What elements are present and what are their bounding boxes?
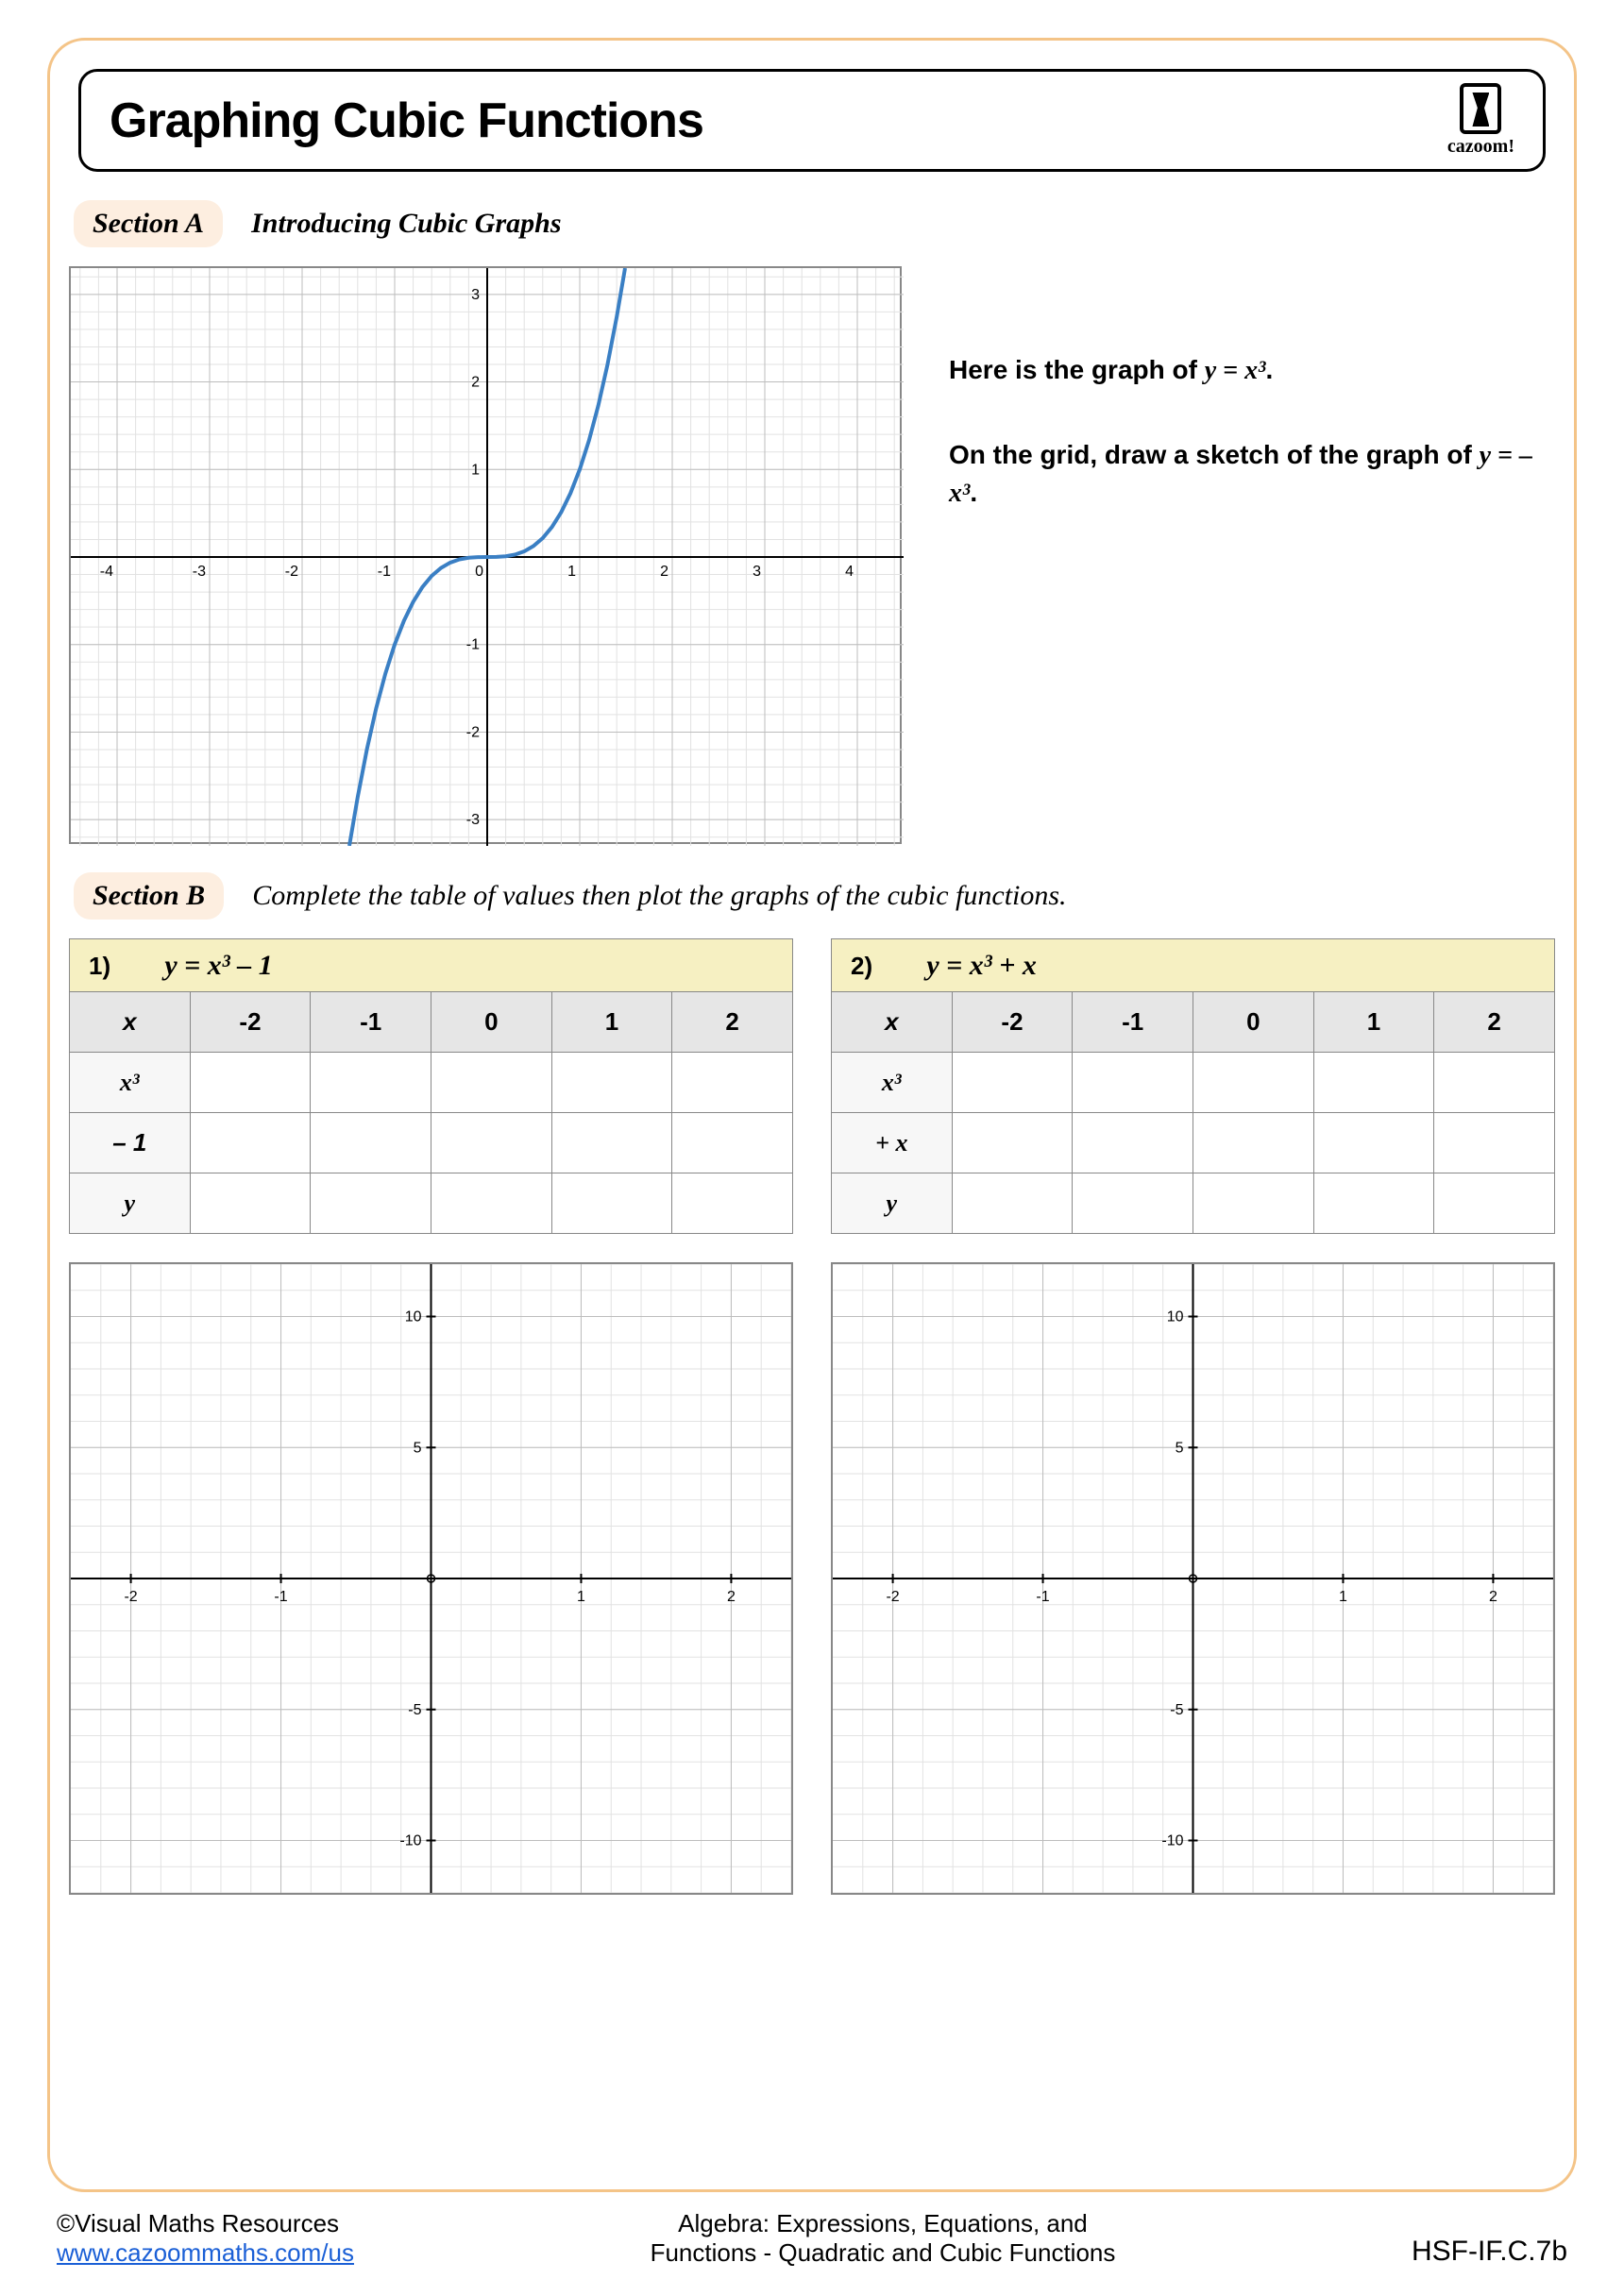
svg-text:2: 2 <box>471 375 480 391</box>
main-graph: -4 -3 -2 -1 0 1 2 3 4 -3 -2 -1 1 2 3 <box>69 266 902 844</box>
table-row: + x <box>832 1113 1555 1173</box>
small-graph-1-svg: -2 -1 1 2 -10 -5 5 10 <box>71 1264 791 1893</box>
svg-text:-3: -3 <box>466 812 480 828</box>
svg-text:-10: -10 <box>399 1833 421 1849</box>
problem-1: 1) y = x³ – 1 x -2 -1 0 1 2 x³ – 1 y -2-… <box>69 938 793 1895</box>
svg-text:-2: -2 <box>886 1589 899 1605</box>
table-row: x³ <box>70 1053 793 1113</box>
page-title: Graphing Cubic Functions <box>110 93 703 149</box>
svg-text:-2: -2 <box>466 724 480 740</box>
footer-code: HSF-IF.C.7b <box>1412 2236 1567 2268</box>
footer-link[interactable]: www.cazoommaths.com/us <box>57 2238 354 2267</box>
svg-text:1: 1 <box>1339 1589 1347 1605</box>
logo-icon <box>1460 83 1501 134</box>
page-border: Graphing Cubic Functions cazoom! Section… <box>47 38 1577 2192</box>
table-2-equation: 2) y = x³ + x <box>832 939 1555 992</box>
svg-text:5: 5 <box>414 1440 422 1456</box>
small-graph-2-svg: -2 -1 1 2 -10 -5 5 10 <box>833 1264 1553 1893</box>
table-row: y <box>832 1173 1555 1234</box>
svg-text:-1: -1 <box>378 564 391 580</box>
svg-text:-10: -10 <box>1161 1833 1183 1849</box>
instruction-1: Here is the graph of y = x³. <box>949 351 1555 389</box>
footer: ©Visual Maths Resources www.cazoommaths.… <box>57 2209 1567 2268</box>
section-a-label: Section A <box>74 200 223 247</box>
section-b-title: Complete the table of values then plot t… <box>252 880 1066 912</box>
footer-left: ©Visual Maths Resources www.cazoommaths.… <box>57 2209 354 2268</box>
svg-text:1: 1 <box>577 1589 585 1605</box>
svg-text:3: 3 <box>753 564 761 580</box>
svg-text:-2: -2 <box>124 1589 137 1605</box>
table-1-header: x -2 -1 0 1 2 <box>70 992 793 1053</box>
section-b-row: 1) y = x³ – 1 x -2 -1 0 1 2 x³ – 1 y -2-… <box>69 938 1555 1895</box>
svg-text:1: 1 <box>567 564 576 580</box>
table-2-header: x -2 -1 0 1 2 <box>832 992 1555 1053</box>
logo-text: cazoom! <box>1447 136 1514 158</box>
svg-text:-1: -1 <box>466 637 480 653</box>
table-row: x³ <box>832 1053 1555 1113</box>
copyright-text: ©Visual Maths Resources <box>57 2209 354 2238</box>
section-a-header: Section A Introducing Cubic Graphs <box>74 200 1555 247</box>
svg-text:-3: -3 <box>193 564 206 580</box>
svg-text:10: 10 <box>405 1309 422 1325</box>
svg-text:1: 1 <box>471 462 480 478</box>
svg-text:2: 2 <box>1489 1589 1497 1605</box>
section-b-header: Section B Complete the table of values t… <box>74 872 1555 920</box>
main-graph-svg: -4 -3 -2 -1 0 1 2 3 4 -3 -2 -1 1 2 3 <box>71 268 904 846</box>
table-row: y <box>70 1173 793 1234</box>
section-b-label: Section B <box>74 872 224 920</box>
instructions: Here is the graph of y = x³. On the grid… <box>949 266 1555 844</box>
svg-text:-1: -1 <box>274 1589 287 1605</box>
svg-text:-5: -5 <box>408 1702 421 1718</box>
svg-text:5: 5 <box>1176 1440 1184 1456</box>
svg-text:-4: -4 <box>100 564 113 580</box>
section-a-content: -4 -3 -2 -1 0 1 2 3 4 -3 -2 -1 1 2 3 Here is the graph… <box>69 266 1555 844</box>
table-1-equation: 1) y = x³ – 1 <box>70 939 793 992</box>
table-2: 2) y = x³ + x x -2 -1 0 1 2 x³ + x y <box>831 938 1555 1234</box>
svg-text:3: 3 <box>471 287 480 303</box>
footer-center: Algebra: Expressions, Equations, and Fun… <box>651 2209 1116 2268</box>
svg-text:2: 2 <box>727 1589 736 1605</box>
section-a-title: Introducing Cubic Graphs <box>251 208 561 240</box>
svg-text:-2: -2 <box>285 564 298 580</box>
logo: cazoom! <box>1447 83 1514 158</box>
svg-text:4: 4 <box>845 564 854 580</box>
problem-2: 2) y = x³ + x x -2 -1 0 1 2 x³ + x y -2-… <box>831 938 1555 1895</box>
svg-text:2: 2 <box>660 564 668 580</box>
table-row: – 1 <box>70 1113 793 1173</box>
small-graph-1: -2 -1 1 2 -10 -5 5 10 <box>69 1262 793 1895</box>
small-graph-2: -2 -1 1 2 -10 -5 5 10 <box>831 1262 1555 1895</box>
svg-text:0: 0 <box>475 564 483 580</box>
instruction-2: On the grid, draw a sketch of the graph … <box>949 436 1555 512</box>
svg-text:-1: -1 <box>1036 1589 1049 1605</box>
title-bar: Graphing Cubic Functions cazoom! <box>78 69 1546 172</box>
table-1: 1) y = x³ – 1 x -2 -1 0 1 2 x³ – 1 y <box>69 938 793 1234</box>
svg-text:10: 10 <box>1167 1309 1184 1325</box>
svg-text:-5: -5 <box>1170 1702 1183 1718</box>
